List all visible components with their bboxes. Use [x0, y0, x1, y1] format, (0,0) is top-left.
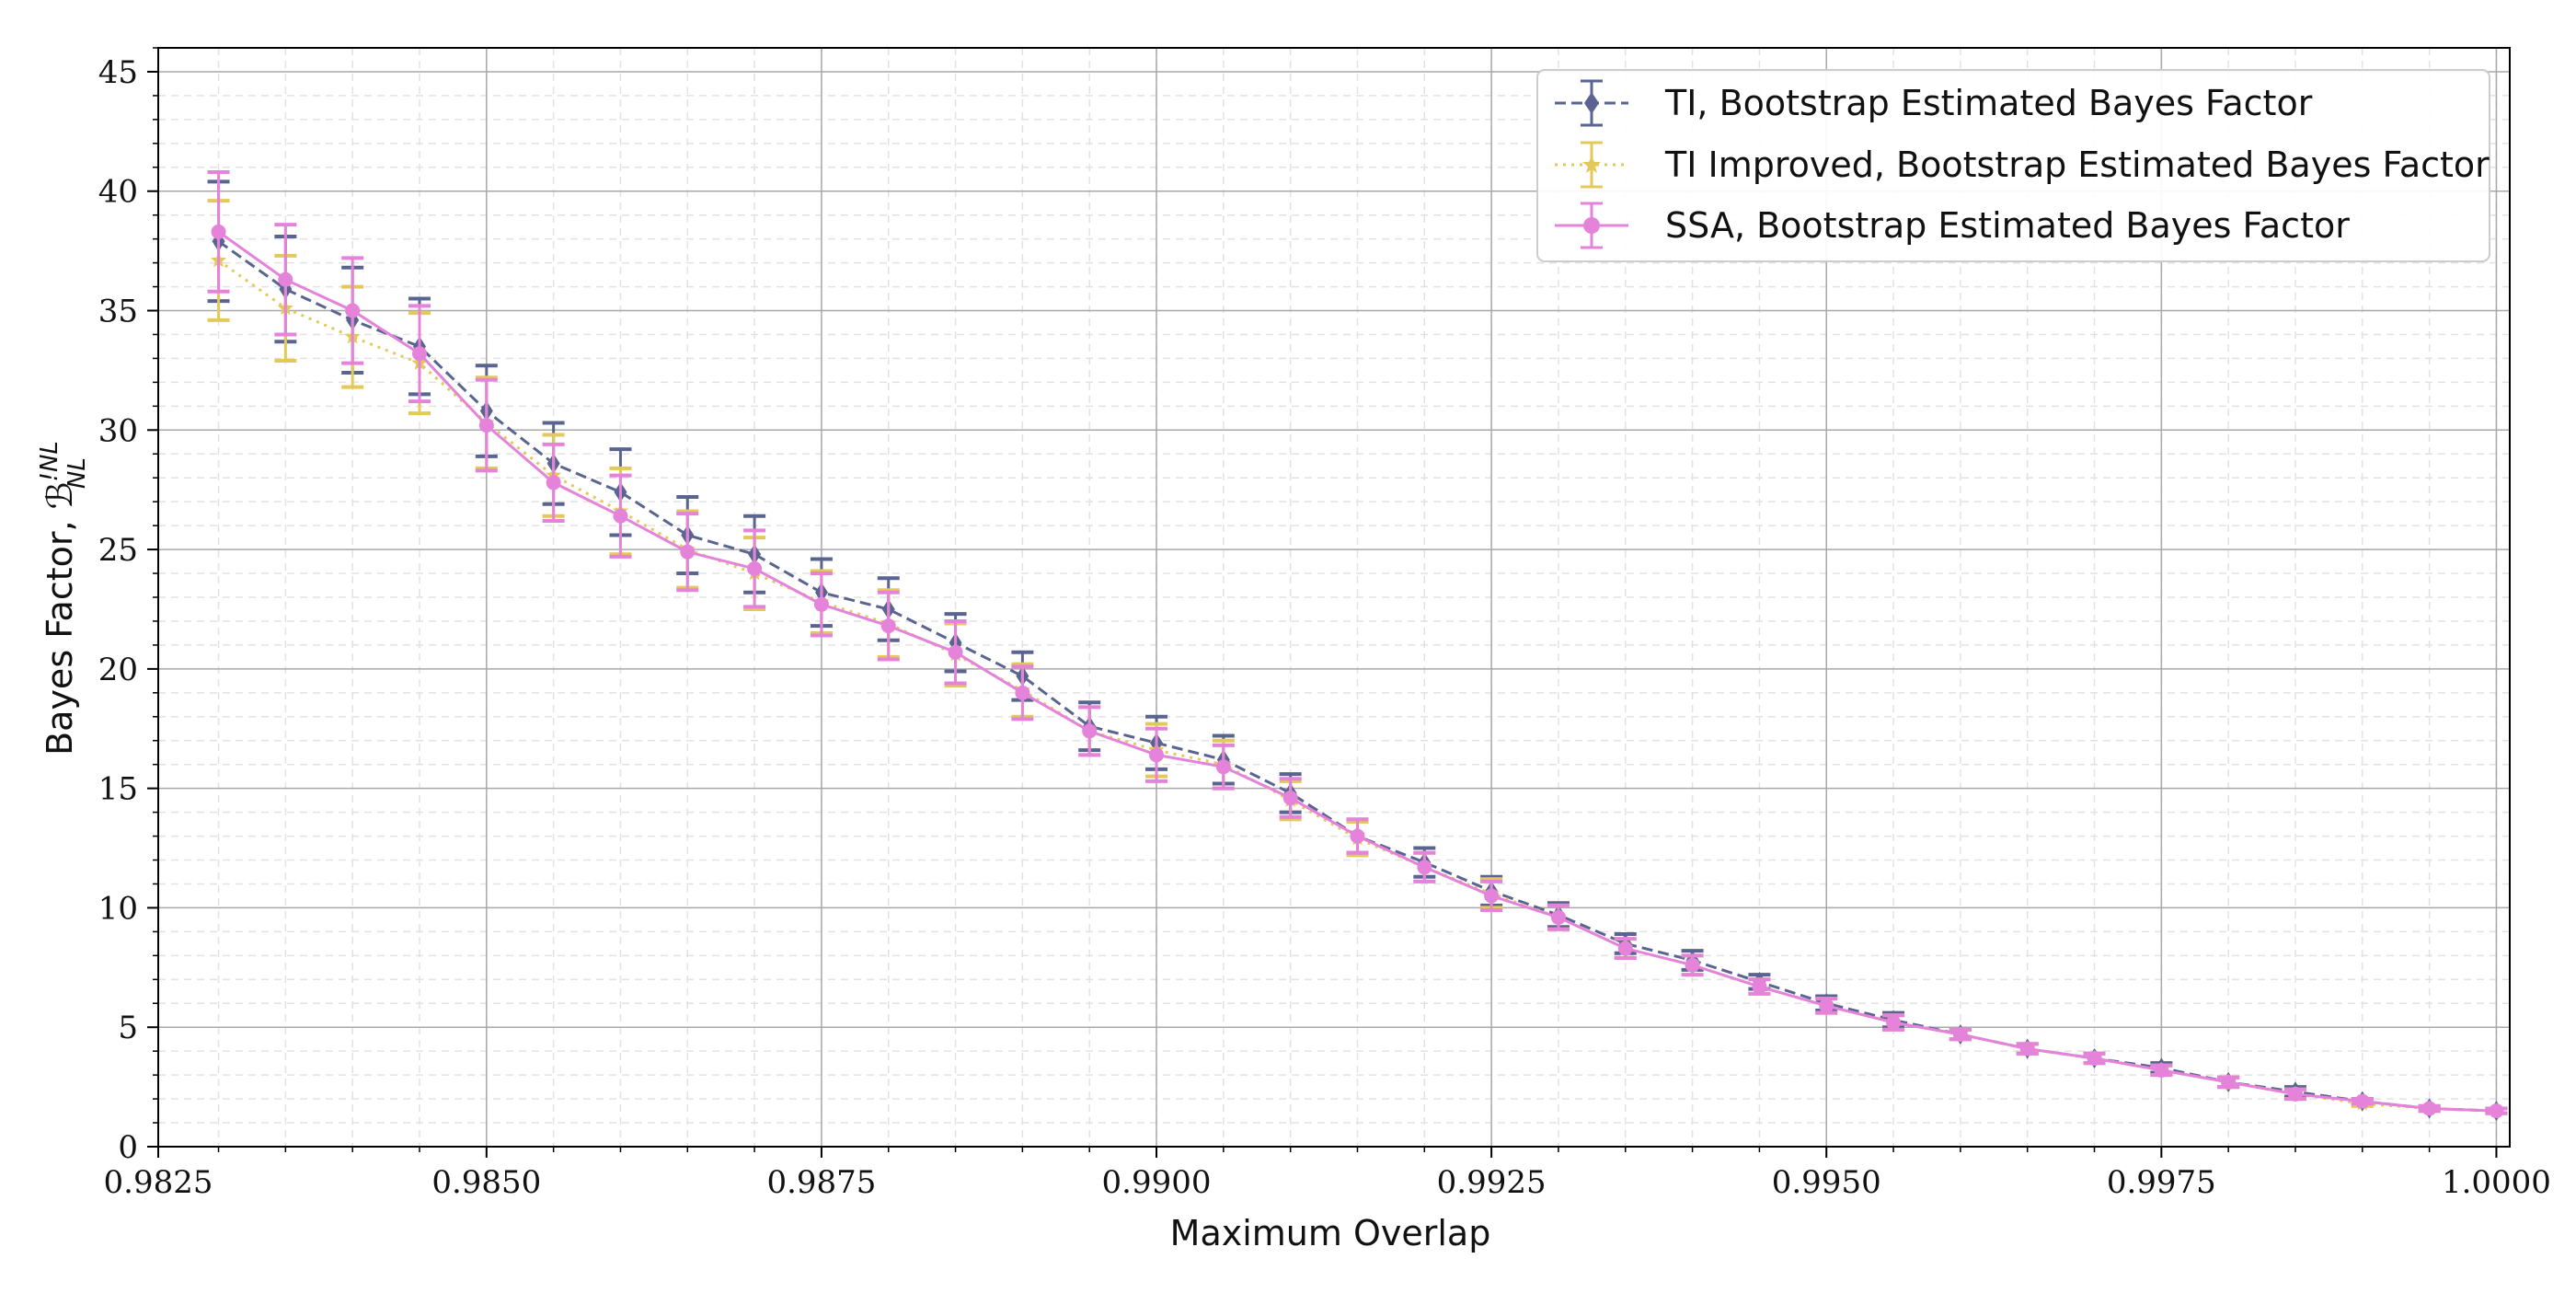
legend: TI, Bootstrap Estimated Bayes Factor TI …	[1536, 69, 2490, 262]
legend-box	[1536, 69, 2490, 262]
data-point	[747, 560, 763, 576]
axis-ticks: 0.9825 0.9850 0.9875 0.9900 0.9925 0.9950 0.99…	[98, 47, 2551, 1201]
x-tick-label: 0.9825	[104, 1164, 213, 1201]
data-point	[1685, 957, 1700, 973]
data-point	[680, 544, 696, 560]
data-point	[2287, 1086, 2303, 1102]
y-axis-label: Bayes Factor, ℬ!NLNL	[36, 441, 91, 756]
data-point	[478, 418, 494, 433]
legend-marker-ti-improved	[1582, 156, 1601, 173]
y-tick-label: 0	[118, 1129, 138, 1166]
data-point	[2421, 1101, 2437, 1116]
y-tick-label: 25	[98, 532, 138, 569]
data-point	[2221, 1074, 2237, 1090]
data-point	[412, 346, 427, 362]
data-point	[1617, 941, 1633, 956]
y-tick-label: 20	[98, 652, 138, 688]
x-tick-label: 0.9950	[1772, 1164, 1881, 1201]
x-tick-label: 0.9875	[766, 1164, 876, 1201]
y-axis-label-main: Bayes Factor, ℬ	[40, 481, 80, 755]
series-layer	[207, 169, 2508, 1122]
data-point	[880, 618, 896, 634]
legend-marker-ti	[1584, 92, 1599, 114]
data-point	[1215, 759, 1231, 775]
data-point	[1484, 888, 1500, 904]
data-point	[813, 596, 829, 612]
x-tick-label: 0.9900	[1102, 1164, 1212, 1201]
y-tick-label: 5	[118, 1010, 138, 1046]
data-point	[1819, 998, 1834, 1013]
x-tick-label: 1.0000	[2442, 1164, 2551, 1201]
y-tick-label: 40	[98, 174, 138, 211]
x-axis-label: Maximum Overlap	[1170, 1213, 1491, 1253]
data-point	[1350, 828, 1365, 844]
y-tick-label: 15	[98, 771, 138, 808]
legend-label-ti: TI, Bootstrap Estimated Bayes Factor	[1664, 83, 2313, 123]
data-point	[613, 508, 628, 524]
series-2	[207, 169, 2508, 1119]
data-point	[345, 303, 361, 318]
legend-entry-ssa: SSA, Bootstrap Estimated Bayes Factor	[1555, 202, 2350, 249]
data-point	[1282, 791, 1298, 806]
data-point	[1752, 979, 1767, 995]
data-point	[1952, 1027, 1968, 1043]
y-axis-label-subscript: NL	[63, 457, 91, 489]
data-point	[1149, 747, 1165, 763]
data-point	[211, 224, 226, 239]
data-point	[1886, 1015, 1902, 1031]
y-tick-label: 10	[98, 890, 138, 927]
data-point	[2087, 1050, 2102, 1066]
data-point	[546, 475, 561, 491]
data-point	[1550, 909, 1566, 925]
y-tick-label: 35	[98, 294, 138, 330]
x-tick-label: 0.9850	[431, 1164, 541, 1201]
data-point	[2019, 1041, 2035, 1056]
data-point	[948, 644, 963, 660]
y-tick-label: 45	[98, 54, 138, 91]
data-point	[1417, 860, 1432, 875]
data-point	[1082, 723, 1098, 739]
legend-entry-ti-improved: TI Improved, Bootstrap Estimated Bayes F…	[1555, 141, 2490, 189]
data-point	[278, 271, 293, 287]
x-tick-label: 0.9925	[1437, 1164, 1547, 1201]
data-point	[1015, 685, 1030, 700]
y-tick-label: 30	[98, 412, 138, 449]
legend-entry-ti: TI, Bootstrap Estimated Bayes Factor	[1555, 79, 2313, 127]
data-point	[2154, 1062, 2169, 1078]
data-point	[2354, 1093, 2370, 1109]
y-axis-label-superscript: !NL	[36, 441, 63, 481]
x-tick-label: 0.9975	[2107, 1164, 2216, 1201]
data-point	[2489, 1103, 2504, 1119]
legend-label-ssa: SSA, Bootstrap Estimated Bayes Factor	[1665, 205, 2350, 246]
legend-label-ti-improved: TI Improved, Bootstrap Estimated Bayes F…	[1664, 144, 2490, 185]
legend-marker-ssa	[1583, 217, 1600, 234]
